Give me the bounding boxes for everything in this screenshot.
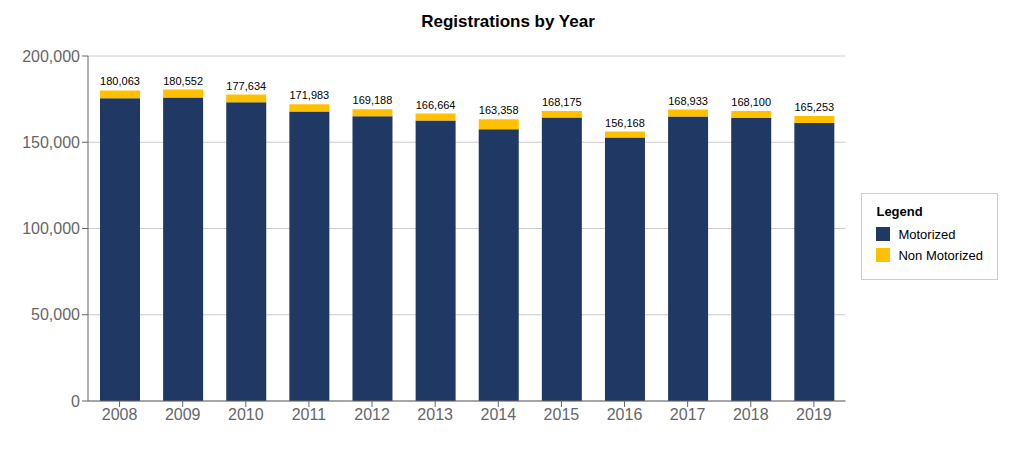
svg-text:168,933: 168,933 (668, 95, 708, 107)
svg-text:163,358: 163,358 (479, 104, 519, 116)
html-text:Registrations by Year: Registrations by Year (421, 12, 595, 31)
svg-text:168,100: 168,100 (731, 96, 771, 108)
svg-text:2009: 2009 (165, 406, 201, 423)
svg-text:2019: 2019 (796, 406, 832, 423)
html-text:Non Motorized: Non Motorized (898, 247, 983, 263)
svg-text:2015: 2015 (544, 406, 580, 423)
svg-text:2013: 2013 (417, 406, 453, 423)
svg-text:177,634: 177,634 (226, 80, 266, 92)
svg-text:180,552: 180,552 (163, 75, 203, 87)
svg-text:100,000: 100,000 (22, 220, 80, 237)
svg-text:165,253: 165,253 (794, 101, 834, 113)
svg-text:2018: 2018 (733, 406, 769, 423)
svg-text:171,983: 171,983 (289, 89, 329, 101)
svg-text:156,168: 156,168 (605, 117, 645, 129)
svg-text:2012: 2012 (354, 406, 390, 423)
svg-text:2008: 2008 (102, 406, 138, 423)
html-text:Legend: Legend (876, 203, 923, 219)
svg-text:50,000: 50,000 (31, 306, 80, 323)
svg-text:2010: 2010 (228, 406, 264, 423)
html-text:Motorized: Motorized (898, 226, 956, 242)
svg-text:168,175: 168,175 (542, 96, 582, 108)
svg-text:2016: 2016 (607, 406, 643, 423)
svg-text:169,188: 169,188 (353, 94, 393, 106)
svg-text:0: 0 (71, 393, 80, 410)
svg-text:2011: 2011 (292, 406, 327, 423)
svg-text:200,000: 200,000 (22, 48, 80, 65)
svg-text:2014: 2014 (480, 406, 516, 423)
svg-text:180,063: 180,063 (100, 75, 140, 87)
svg-text:150,000: 150,000 (22, 134, 80, 151)
svg-text:166,664: 166,664 (416, 99, 456, 111)
svg-text:2017: 2017 (670, 406, 706, 423)
